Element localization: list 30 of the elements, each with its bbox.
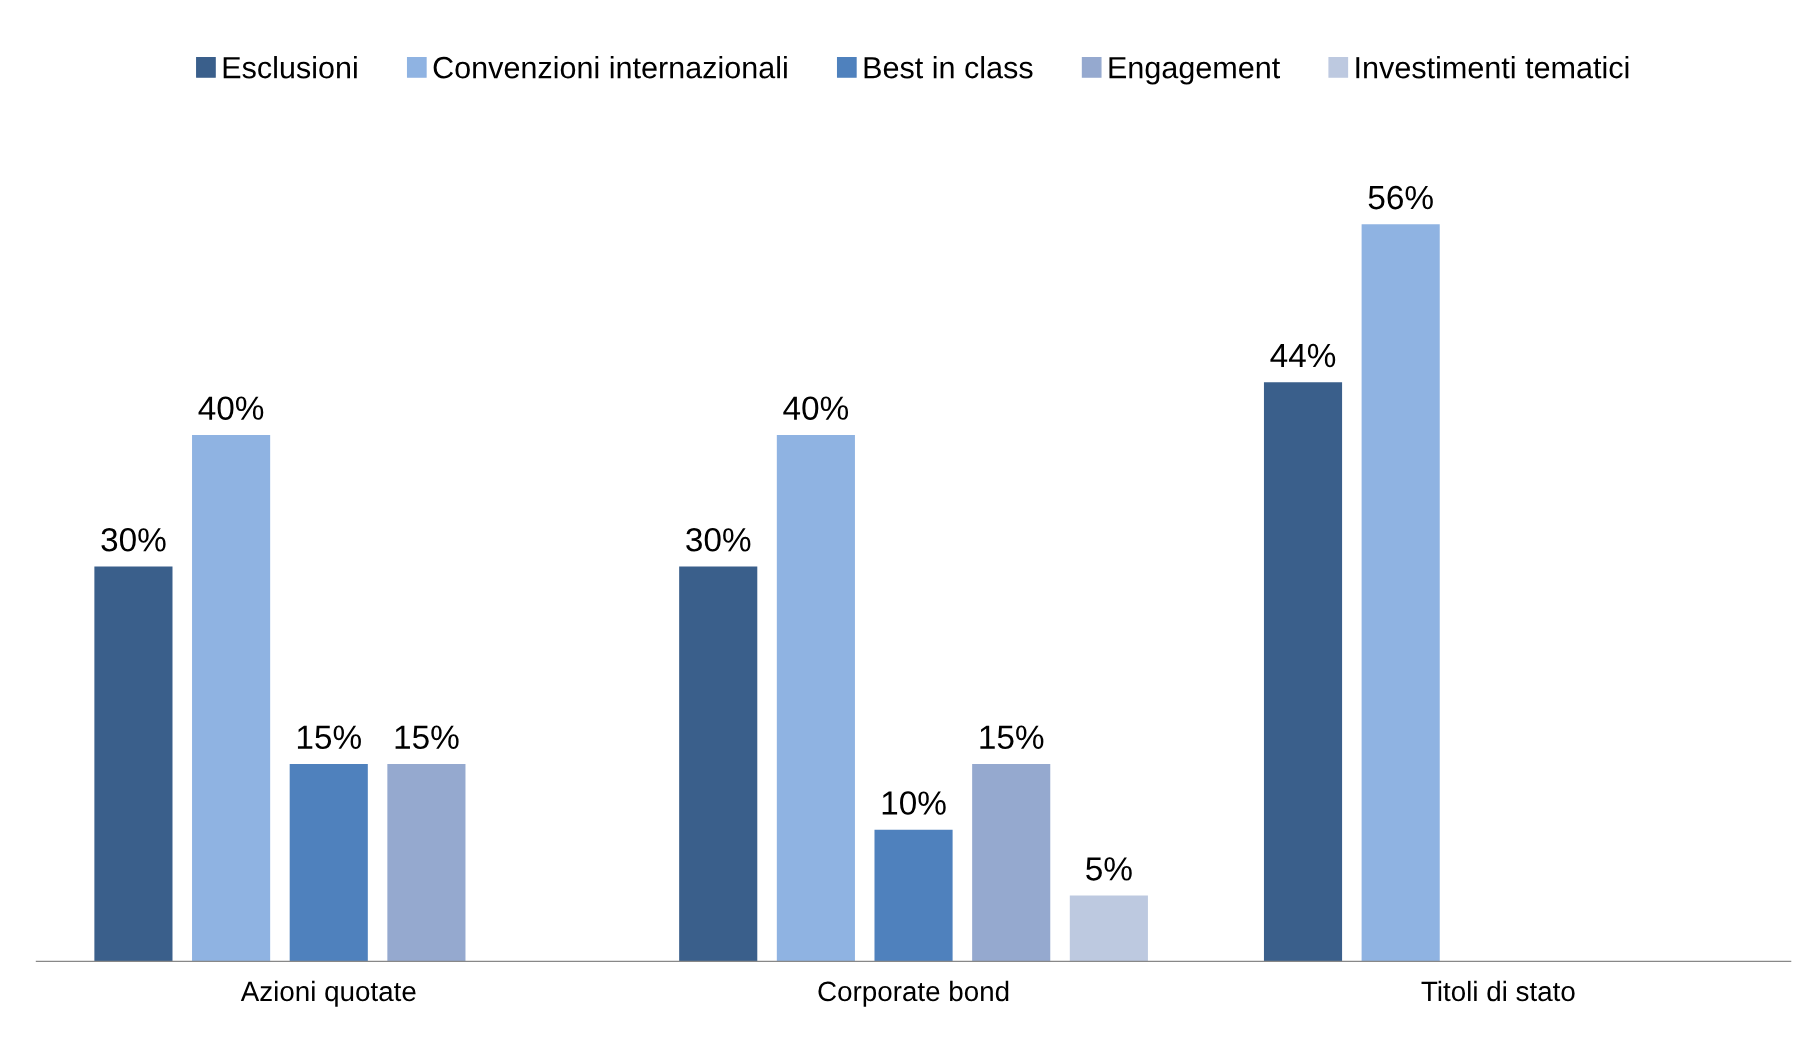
legend-label: Engagement — [1109, 57, 1281, 85]
data-label: 30% — [101, 528, 166, 552]
legend-label: Esclusioni — [223, 56, 357, 79]
bar — [972, 763, 1051, 962]
data-label: 40% — [783, 396, 849, 420]
bar — [776, 434, 855, 962]
x-tick-label: Corporate bond — [818, 980, 1009, 1007]
data-label: 30% — [686, 528, 751, 552]
legend-label: Convenzioni internazionali — [433, 56, 787, 79]
bar — [679, 566, 758, 962]
data-label: 15% — [297, 725, 361, 750]
legend-label: Best in class — [864, 56, 1033, 79]
x-tick-label: Azioni quotate — [240, 980, 416, 1007]
data-label: 10% — [882, 791, 946, 815]
bar — [192, 434, 271, 962]
data-label: 44% — [1270, 343, 1336, 368]
data-label: 56% — [1368, 185, 1433, 210]
bar — [1263, 382, 1343, 962]
data-label: 15% — [395, 725, 459, 750]
bar — [289, 763, 368, 962]
bar — [387, 763, 466, 962]
bar — [1069, 895, 1148, 962]
data-label: 40% — [198, 396, 264, 420]
legend-label: Investimenti tematici — [1356, 56, 1629, 79]
data-label: 5% — [1086, 857, 1132, 881]
bar — [874, 829, 953, 962]
x-tick-label: Titoli di stato — [1421, 980, 1575, 1002]
bar — [1361, 224, 1440, 962]
data-label: 15% — [980, 725, 1044, 750]
bar — [94, 566, 173, 962]
